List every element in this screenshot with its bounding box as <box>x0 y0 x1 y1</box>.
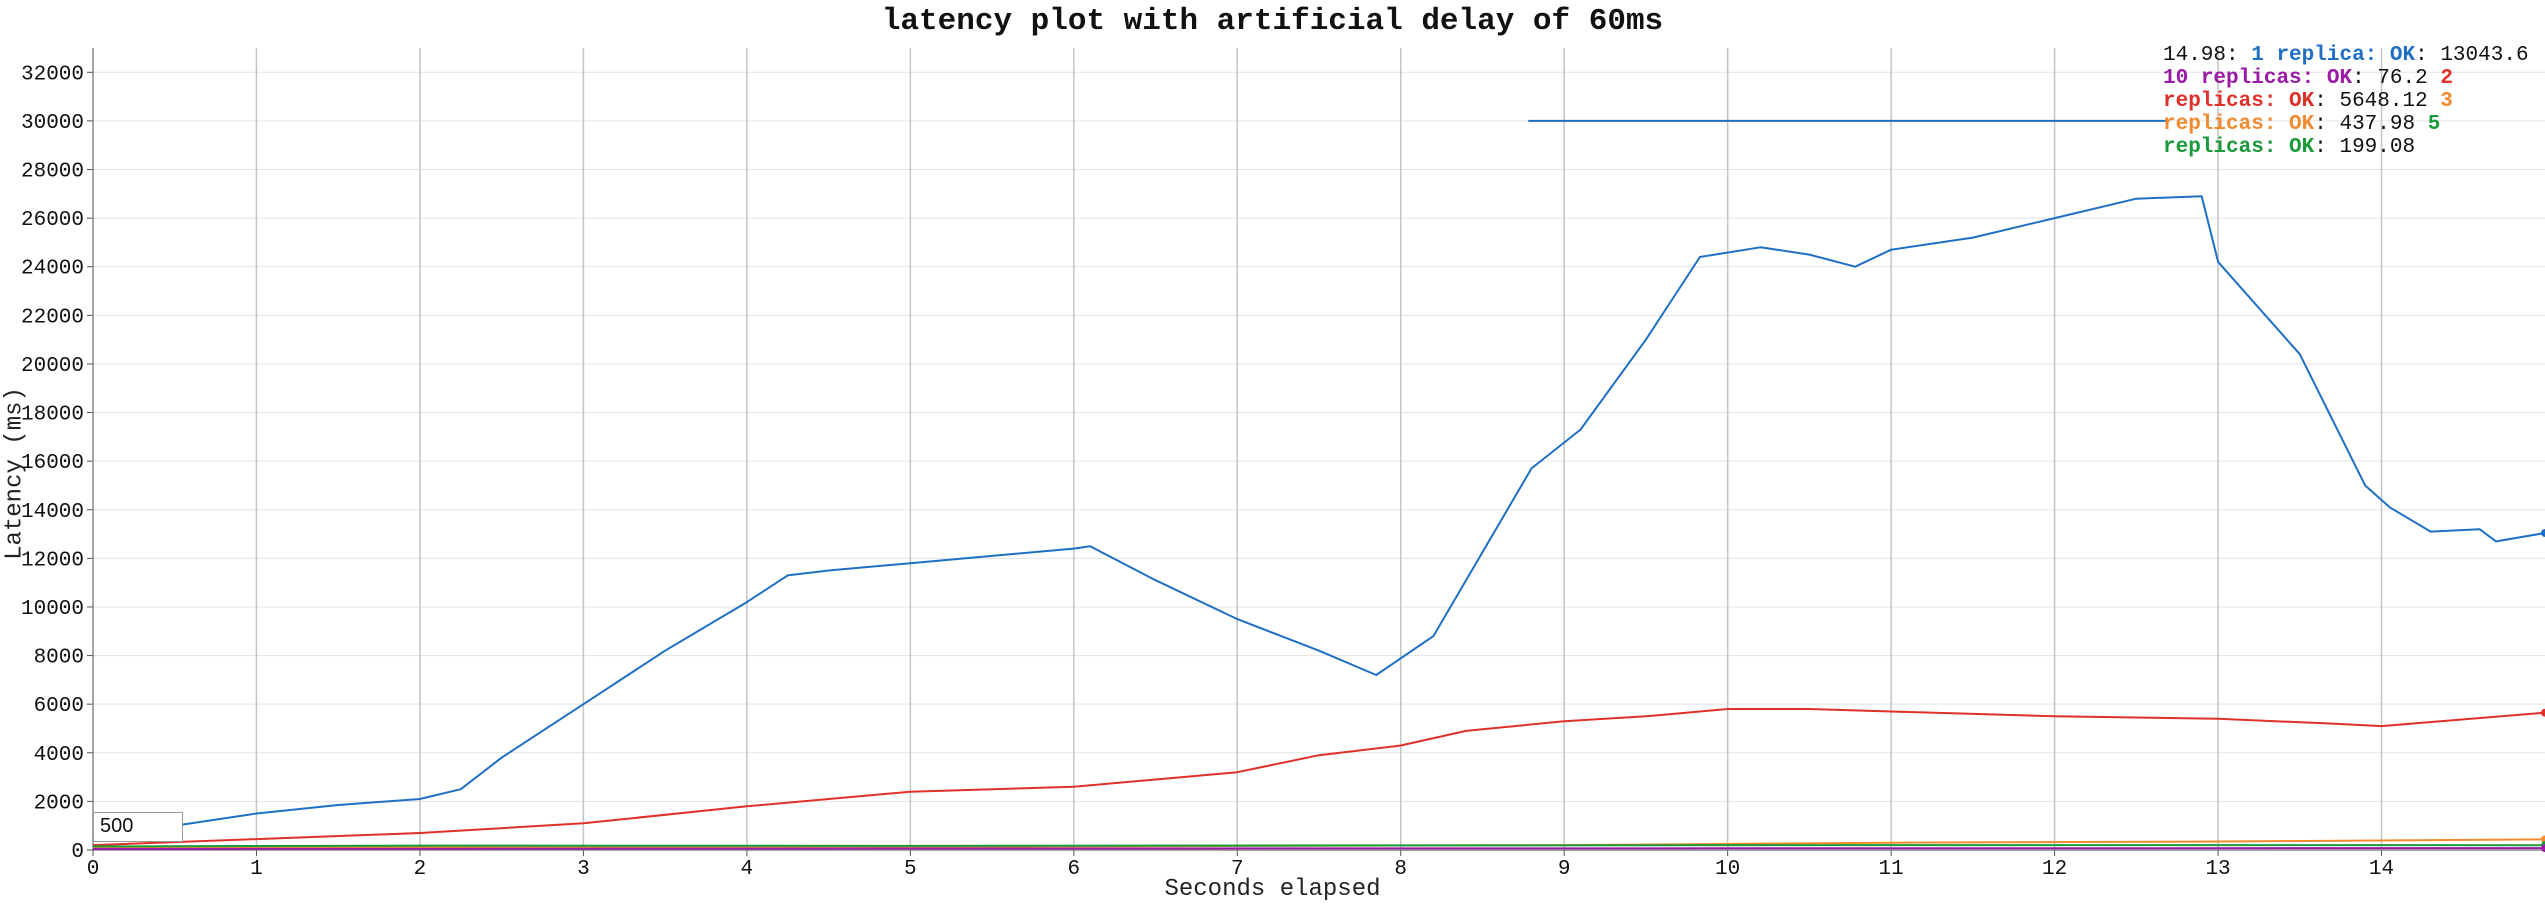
x-tick-label: 10 <box>1715 858 1740 881</box>
y-axis-label: Latency (ms) <box>1 387 29 560</box>
legend-count: 10 <box>2163 67 2189 90</box>
legend-value: 437.98 <box>2339 113 2416 136</box>
y-tick-label: 26000 <box>21 209 84 232</box>
y-tick-label: 6000 <box>34 695 84 718</box>
legend-time: 14.98 <box>2163 44 2227 67</box>
x-tick-label: 14 <box>2369 858 2394 881</box>
x-tick-label: 5 <box>904 858 917 881</box>
legend-entry: 2 replicas: OK: 5648.12 <box>2163 67 2453 113</box>
y-tick-label: 12000 <box>21 549 84 572</box>
legend-status: OK <box>2326 67 2353 90</box>
x-tick-label: 13 <box>2205 858 2230 881</box>
series-line <box>92 195 2545 834</box>
y-tick-label: 30000 <box>21 112 84 135</box>
y-tick-label: 18000 <box>21 404 84 427</box>
x-axis-label: Seconds elapsed <box>1164 876 1381 903</box>
y-tick-label: 22000 <box>21 306 84 329</box>
series-layer <box>92 119 2545 853</box>
legend-value: 13043.6 <box>2440 44 2529 67</box>
x-tick-label: 4 <box>741 858 754 881</box>
legend-count: 3 <box>2440 90 2453 113</box>
legend-entry: 1 replica: OK: 13043.6 <box>2251 44 2529 67</box>
x-tick-label: 2 <box>414 858 427 881</box>
y-tick-label: 10000 <box>21 598 84 621</box>
grid-layer <box>93 48 2545 851</box>
x-tick-label: 11 <box>1879 858 1904 881</box>
legend-value: 199.08 <box>2339 136 2416 159</box>
series-end-point <box>2541 844 2545 853</box>
x-tick-label: 3 <box>577 858 590 881</box>
y-tick-label: 8000 <box>34 647 84 670</box>
chart-title: latency plot with artificial delay of 60… <box>881 4 1664 39</box>
legend-label: replicas: <box>2163 136 2277 159</box>
legend-count: 1 <box>2251 44 2264 67</box>
legend-entry: 3 replicas: OK: 437.98 <box>2163 90 2453 136</box>
x-tick-label: 9 <box>1558 858 1571 881</box>
y-tick-label: 4000 <box>34 744 84 767</box>
y-tick-label: 24000 <box>21 258 84 281</box>
y-tick-label: 0 <box>71 841 84 864</box>
legend-label: replicas: <box>2163 90 2277 113</box>
series-end-point <box>2541 708 2545 717</box>
axes-layer <box>92 48 2545 851</box>
legend-status: OK <box>2289 90 2315 113</box>
series-end-point <box>2541 529 2545 537</box>
legend-value: 5648.12 <box>2339 90 2428 113</box>
x-tick-label: 12 <box>2042 858 2067 881</box>
legend-entry: 10 replicas: OK: 76.2 <box>2163 67 2428 90</box>
series-line <box>92 847 2545 850</box>
x-tick-label: 6 <box>1067 858 1080 881</box>
legend-status: OK <box>2289 113 2315 136</box>
x-tick-label: 8 <box>1394 858 1407 881</box>
legend-status: OK <box>2289 136 2315 159</box>
legend-entry: 5 replicas: OK: 199.08 <box>2163 113 2441 159</box>
series-line <box>92 844 2545 848</box>
x-tick-label: 7 <box>1231 858 1244 881</box>
y-tick-label: 2000 <box>34 792 84 815</box>
y-tick-label: 28000 <box>21 161 84 184</box>
legend-status: OK <box>2389 44 2416 67</box>
legend: 14.98: 1 replica: OK: 13043.6 10 replica… <box>2163 44 2529 159</box>
legend-count: 2 <box>2440 67 2453 90</box>
range-input[interactable]: 500 <box>93 812 183 842</box>
y-tick-label: 16000 <box>21 452 84 475</box>
legend-label: replicas: <box>2200 67 2315 90</box>
y-tick-label: 14000 <box>21 501 84 524</box>
legend-count: 5 <box>2427 113 2441 136</box>
legend-label: replica: <box>2276 44 2378 67</box>
x-tick-label: 1 <box>250 858 263 881</box>
legend-value: 76.2 <box>2377 67 2428 90</box>
x-tick-label: 0 <box>87 858 100 881</box>
legend-label: replicas: <box>2163 113 2277 136</box>
y-tick-label: 20000 <box>21 355 84 378</box>
y-tick-label: 32000 <box>21 63 84 86</box>
ticks-layer: 0200040006000800010000120001400016000180… <box>21 63 2394 881</box>
series-line <box>92 708 2545 847</box>
